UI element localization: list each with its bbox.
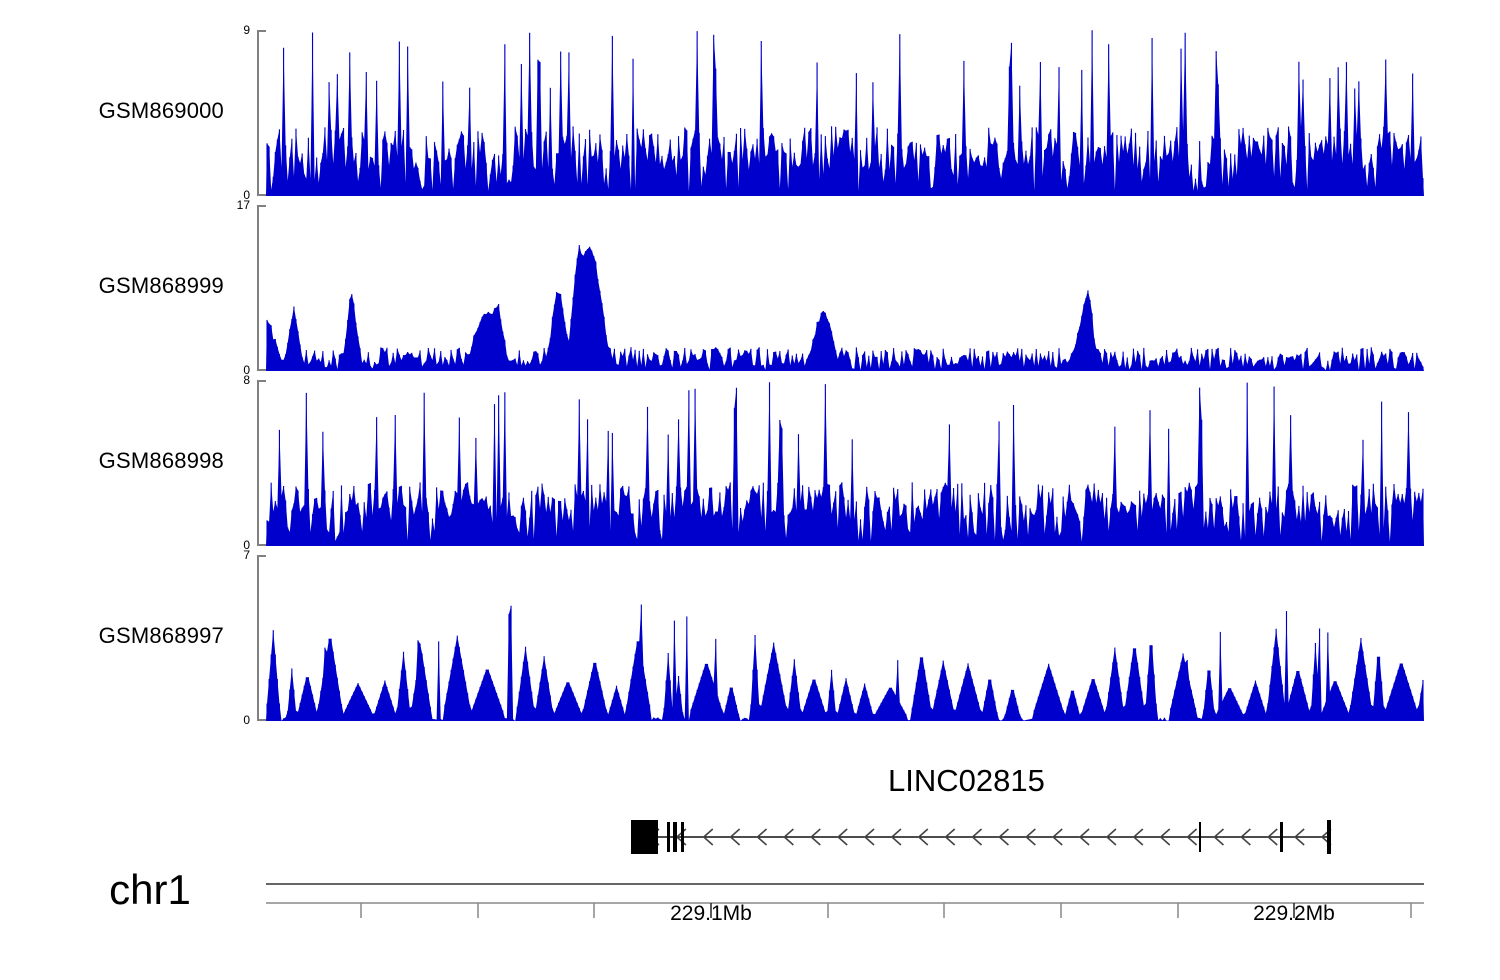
chromosome-label: chr1 [109,866,191,913]
coverage-track: GSM868999 17 0 [0,198,1500,377]
y-axis-max-label: 8 [243,373,250,387]
ruler-tick-label: 229.2Mb [1253,902,1335,925]
gene-model-svg [631,820,1332,854]
coverage-track: GSM869000 9 0 [0,23,1500,202]
track-plot-area [266,380,1424,546]
ruler-tick-label: 229.1Mb [670,902,752,925]
y-axis-min-label: 0 [243,538,250,552]
track-label: GSM868998 [98,448,224,473]
track-plot-area [266,205,1424,371]
gene-model[interactable] [0,815,1500,865]
coverage-track: GSM868998 8 0 [0,373,1500,552]
track-label: GSM869000 [98,98,224,123]
ruler-svg [266,883,1424,918]
y-axis-max-label: 7 [243,548,250,562]
track-plot-area [266,555,1424,721]
gene-name-text: LINC02815 [888,763,1045,798]
track-label: GSM868999 [98,273,224,298]
y-axis-max-label: 17 [236,198,250,212]
y-axis-min-label: 0 [243,363,250,377]
track-plot-area [266,30,1424,196]
track-y-axis [257,205,266,371]
track-label: GSM868997 [98,623,224,648]
track-y-axis [257,30,266,196]
y-axis-min-label: 0 [243,188,250,202]
coverage-track: GSM868997 7 0 [0,548,1500,727]
y-axis-max-label: 9 [243,23,250,37]
genome-ruler[interactable]: 229.1Mb 229.2Mb [0,875,1500,980]
y-axis-min-label: 0 [243,713,250,727]
track-y-axis [257,555,266,721]
gene-annotation-track: LINC02815 [0,755,1500,865]
track-y-axis [257,380,266,546]
